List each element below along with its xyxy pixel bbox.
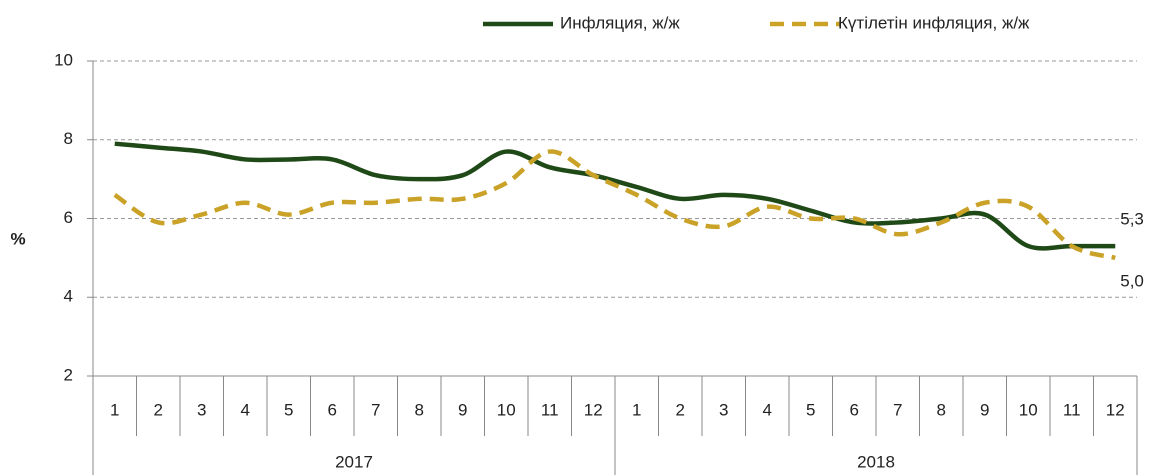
group-label: 2017 [335,452,373,471]
x-tick-label: 4 [241,400,250,419]
y-tick-label: 10 [54,50,73,69]
x-tick-label: 2 [676,400,685,419]
x-tick-label: 3 [197,400,206,419]
group-label: 2018 [857,452,895,471]
x-tick-label: 5 [284,400,293,419]
legend-label: Күтілетін инфляция, ж/ж [838,13,1030,32]
y-tick-label: 8 [64,129,73,148]
series-line [114,141,1116,251]
series-line [113,149,1116,261]
x-tick-label: 9 [458,400,467,419]
x-tick-label: 8 [937,400,946,419]
x-tick-label: 7 [371,400,380,419]
x-tick-label: 7 [893,400,902,419]
x-tick-label: 4 [763,400,772,419]
x-tick-label: 1 [110,400,119,419]
x-tick-label: 12 [584,400,603,419]
x-tick-label: 1 [632,400,641,419]
x-tick-label: 8 [415,400,424,419]
x-tick-label: 10 [497,400,516,419]
x-tick-label: 10 [1019,400,1038,419]
y-tick-label: 6 [64,208,73,227]
legend-label: Инфляция, ж/ж [560,13,680,32]
x-tick-label: 6 [328,400,337,419]
data-label: 5,3 [1120,210,1144,229]
x-tick-label: 11 [541,400,559,419]
x-tick-label: 5 [806,400,815,419]
x-tick-label: 12 [1106,400,1125,419]
x-tick-label: 2 [154,400,163,419]
y-tick-label: 2 [64,365,73,384]
data-label: 5,0 [1120,271,1144,290]
x-tick-label: 11 [1063,400,1081,419]
x-tick-label: 3 [719,400,728,419]
y-tick-label: 4 [64,287,73,306]
x-tick-label: 6 [850,400,859,419]
x-tick-label: 9 [980,400,989,419]
y-axis-label: % [10,229,25,248]
